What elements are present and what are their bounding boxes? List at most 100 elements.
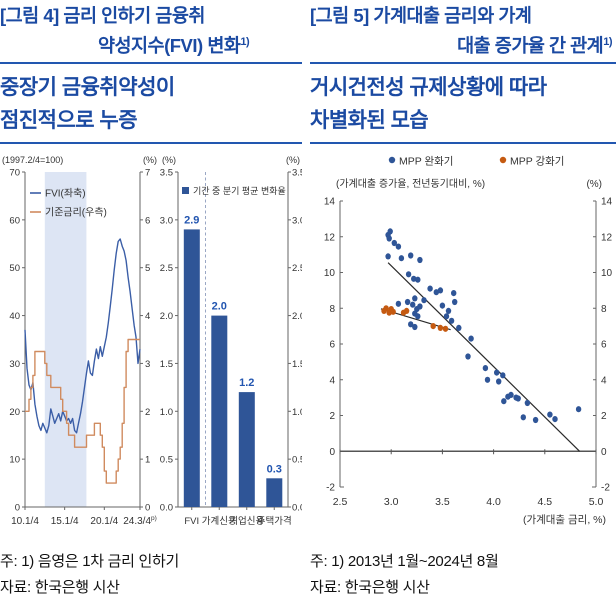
svg-text:(%): (%) <box>162 155 176 165</box>
svg-text:FVI(좌축): FVI(좌축) <box>45 188 86 200</box>
svg-text:2.9: 2.9 <box>184 215 199 227</box>
svg-text:10.1/4: 10.1/4 <box>11 516 39 527</box>
base-rate-series-line <box>25 338 140 484</box>
scatter-chart: MPP 완화기 MPP 강화기 (가계대출 증가율, 전년동기대비, %) (%) -2… <box>310 147 616 545</box>
svg-text:4: 4 <box>601 375 607 386</box>
footnote-marker: 1) <box>240 36 250 48</box>
svg-text:2.5: 2.5 <box>160 263 173 274</box>
scatter-points-easing <box>385 228 582 424</box>
svg-text:4.5: 4.5 <box>537 496 552 508</box>
fvi-line-and-bar-chart: 0 10 20 30 40 50 60 70 0 1 2 3 4 5 6 7 (1997.2/4=100) (%)… <box>0 147 302 545</box>
svg-text:0.5: 0.5 <box>160 455 173 466</box>
figure4-title-line2: 약성지수(FVI) 변화1) <box>98 35 250 57</box>
svg-text:6: 6 <box>145 216 150 227</box>
bar-기업신용 <box>238 392 255 508</box>
figure5-note: 주: 1) 2013년 1월~2024년 8월 <box>310 553 499 571</box>
svg-text:주택가격: 주택가격 <box>257 515 292 527</box>
svg-text:2: 2 <box>601 411 607 422</box>
line-chart-legend: FVI(좌축) 기준금리(우측) <box>30 188 107 219</box>
figure5-source: 자료: 한국은행 시산 <box>310 579 430 597</box>
svg-text:기준금리(우측): 기준금리(우측) <box>45 207 107 219</box>
svg-text:3.5: 3.5 <box>160 168 173 179</box>
svg-text:40: 40 <box>9 311 20 322</box>
svg-text:MPP 완화기: MPP 완화기 <box>399 155 453 168</box>
svg-text:2.0: 2.0 <box>212 301 227 313</box>
svg-text:0.0: 0.0 <box>160 503 173 514</box>
svg-text:4: 4 <box>145 311 150 322</box>
svg-text:2.0: 2.0 <box>160 311 173 322</box>
svg-text:-2: -2 <box>601 483 610 494</box>
trend-line-easing <box>387 262 581 452</box>
svg-text:2.5: 2.5 <box>333 496 348 508</box>
svg-text:0: 0 <box>145 503 150 514</box>
svg-text:0.3: 0.3 <box>267 463 282 475</box>
svg-text:5.0: 5.0 <box>589 496 604 508</box>
svg-text:4: 4 <box>329 375 335 386</box>
scatter-points-tightening <box>381 305 449 333</box>
figure5-subtitle: 거시건전성 규제상황에 따라 차별화된 모습 <box>310 76 547 133</box>
svg-text:6: 6 <box>329 340 335 351</box>
svg-text:10: 10 <box>324 268 336 279</box>
svg-text:MPP 강화기: MPP 강화기 <box>510 156 564 168</box>
figure5-title-line1: [그림 5] 가계대출 금리와 가계 <box>310 5 532 26</box>
svg-text:10: 10 <box>9 455 20 466</box>
svg-text:24.3/4p): 24.3/4p) <box>123 515 157 527</box>
bar-주택가격 <box>266 478 283 508</box>
svg-text:3.0: 3.0 <box>160 216 173 227</box>
svg-text:1.0: 1.0 <box>160 407 173 418</box>
svg-text:1.0: 1.0 <box>292 407 302 418</box>
svg-text:14: 14 <box>324 197 336 208</box>
svg-text:12: 12 <box>324 232 336 243</box>
rate-cut-shading <box>44 172 87 508</box>
svg-text:FVI: FVI <box>184 516 199 527</box>
svg-text:14: 14 <box>601 197 613 208</box>
footnote-marker: 1) <box>603 36 612 48</box>
svg-text:기간 중 분기 평균 변화율: 기간 중 분기 평균 변화율 <box>193 186 286 196</box>
bar-가계신용 <box>211 315 228 508</box>
svg-text:6: 6 <box>601 340 607 351</box>
svg-text:15.1/4: 15.1/4 <box>51 516 79 527</box>
svg-text:0: 0 <box>601 447 607 458</box>
svg-text:60: 60 <box>9 216 20 227</box>
svg-text:3: 3 <box>145 359 150 370</box>
svg-text:7: 7 <box>145 168 150 179</box>
svg-text:(가계대출 금리, %): (가계대출 금리, %) <box>523 514 606 526</box>
figure4-source: 자료: 한국은행 시산 <box>0 579 120 597</box>
figure5-chart-svg: MPP 완화기 MPP 강화기 (가계대출 증가율, 전년동기대비, %) (%) -2… <box>324 155 613 527</box>
divider-rule <box>310 62 616 65</box>
divider-rule <box>310 142 616 145</box>
svg-text:가계신용: 가계신용 <box>202 515 237 527</box>
svg-text:0.0: 0.0 <box>292 503 302 514</box>
divider-rule <box>0 62 302 65</box>
svg-text:-2: -2 <box>326 483 335 494</box>
scatter-legend: MPP 완화기 MPP 강화기 <box>388 155 564 168</box>
svg-text:5: 5 <box>145 263 150 274</box>
svg-text:0: 0 <box>15 503 20 514</box>
legend-dot-tightening <box>499 156 507 164</box>
divider-rule <box>0 142 302 145</box>
svg-text:20.1/4: 20.1/4 <box>90 516 118 527</box>
svg-text:0: 0 <box>329 447 335 458</box>
svg-text:50: 50 <box>9 263 20 274</box>
figure4-charts-svg: 0 10 20 30 40 50 60 70 0 1 2 3 4 5 6 7 (1997.2/4=100) (%)… <box>2 155 302 527</box>
svg-text:3.5: 3.5 <box>292 168 302 179</box>
svg-text:(가계대출 증가율, 전년동기대비, %): (가계대출 증가율, 전년동기대비, %) <box>336 178 485 190</box>
figure5-title-line2: 대출 증가율 간 관계1) <box>457 35 612 57</box>
svg-text:8: 8 <box>329 304 335 315</box>
svg-text:2.5: 2.5 <box>292 263 302 274</box>
svg-text:4.0: 4.0 <box>486 496 501 508</box>
svg-text:(%): (%) <box>143 155 157 165</box>
svg-text:1.5: 1.5 <box>292 359 302 370</box>
svg-text:3.5: 3.5 <box>435 496 450 508</box>
svg-text:1.5: 1.5 <box>160 359 173 370</box>
legend-dot-easing <box>388 156 396 164</box>
svg-text:(1997.2/4=100): (1997.2/4=100) <box>2 155 63 165</box>
svg-text:0.5: 0.5 <box>292 455 302 466</box>
figure4-subtitle: 중장기 금융취약성이 점진적으로 누증 <box>0 76 175 133</box>
svg-text:10: 10 <box>601 268 613 279</box>
svg-text:1.2: 1.2 <box>239 377 254 389</box>
